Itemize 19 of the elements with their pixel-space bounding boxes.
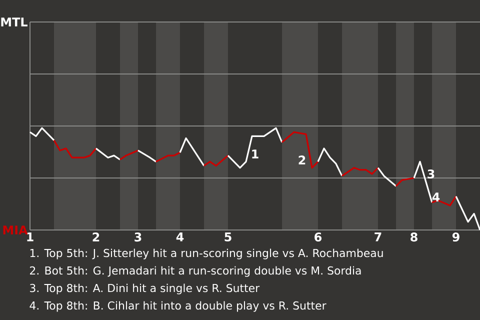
x-tick-label: 7 (374, 232, 382, 242)
annotation: 4 (432, 192, 440, 202)
x-tick-label: 4 (176, 232, 184, 242)
text: 1. Top 5th: J. Sitterley hit a run-scoring single vs A. Rochambeau (30, 248, 383, 260)
text: 3. Top 8th: A. Dini hit a single vs R. Sutter (30, 284, 260, 294)
x-tick-label: 2 (92, 232, 100, 242)
x-tick-label: 5 (224, 232, 232, 242)
x-tick-label: 9 (452, 232, 460, 242)
annotation: 2 (298, 156, 306, 164)
annotation: 3 (428, 169, 434, 179)
x-tick-label: 1 (27, 232, 34, 242)
x-tick-label: 8 (410, 232, 418, 242)
x-tick-label: 6 (314, 232, 322, 242)
text: 2. Bot 5th: G. Jemadari hit a run-scoring double vs M. Sordia (30, 266, 361, 277)
text: MIA (3, 226, 28, 234)
annotation: 1 (252, 150, 258, 158)
x-tick-label: 3 (134, 232, 142, 242)
text: 4. Top 8th: B. Cihlar hit into a double play vs R. Sutter (30, 301, 326, 312)
text: MTL (1, 18, 28, 26)
